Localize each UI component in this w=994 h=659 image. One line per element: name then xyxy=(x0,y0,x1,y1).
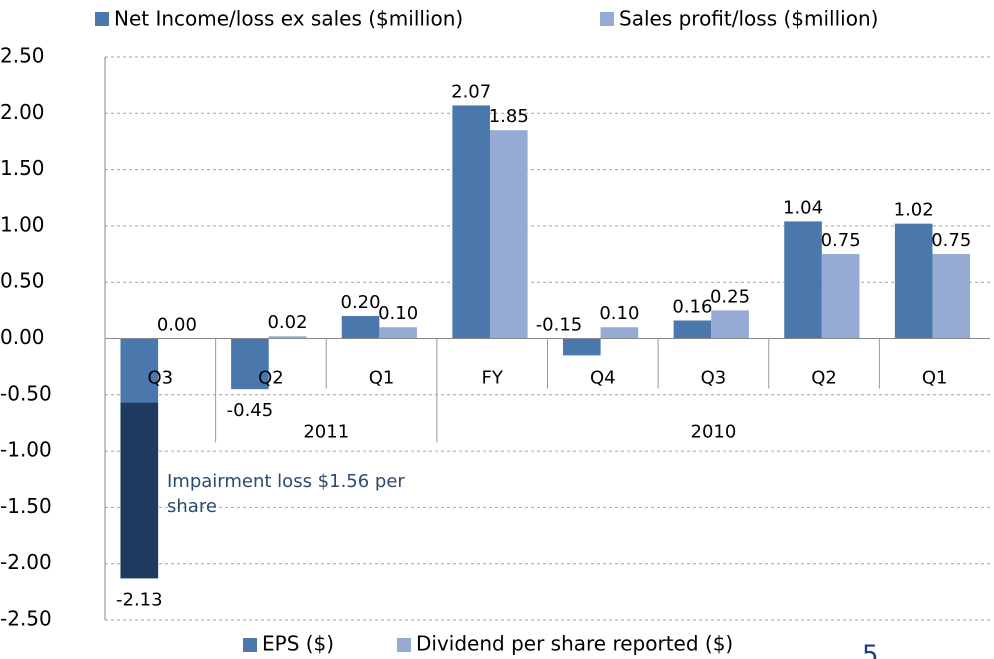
bar xyxy=(894,223,933,339)
legend-label: Sales profit/loss ($million) xyxy=(619,7,878,31)
bar xyxy=(268,336,307,339)
legend-label: Dividend per share reported ($) xyxy=(416,632,733,656)
bar xyxy=(341,315,380,339)
value-label: 0.75 xyxy=(931,230,971,251)
y-tick-label: -1.00 xyxy=(0,438,52,462)
value-label: 0.10 xyxy=(378,303,418,324)
y-tick-label: -0.50 xyxy=(0,381,52,405)
x-tick-label: Q2 xyxy=(258,368,284,389)
legend-swatch xyxy=(95,12,109,26)
legend-swatch xyxy=(600,12,614,26)
legend-swatch xyxy=(397,638,411,652)
page-number: 5 xyxy=(862,641,879,659)
value-label: 0.16 xyxy=(672,296,712,317)
annotation: share xyxy=(167,496,217,517)
bar xyxy=(673,320,712,339)
value-label: 1.85 xyxy=(489,106,529,127)
x-tick-label: Q3 xyxy=(148,368,174,389)
group-label: 2010 xyxy=(691,422,737,443)
y-tick-label: 0.00 xyxy=(0,325,45,349)
value-label: -0.15 xyxy=(536,315,583,336)
legend-swatch xyxy=(243,638,257,652)
y-tick-label: 1.00 xyxy=(0,212,45,236)
x-tick-label: Q4 xyxy=(590,368,616,389)
x-tick-label: Q1 xyxy=(922,368,948,389)
x-tick-label: Q3 xyxy=(701,368,727,389)
value-label: -2.13 xyxy=(116,589,163,610)
bar xyxy=(452,105,490,339)
impairment-bar xyxy=(120,402,159,579)
bar xyxy=(711,310,749,339)
group-label: 2011 xyxy=(303,422,349,443)
value-label: 0.00 xyxy=(157,315,197,336)
legend-label: Net Income/loss ex sales ($million) xyxy=(114,7,463,31)
bar xyxy=(932,254,971,339)
bar xyxy=(821,254,860,339)
bar xyxy=(379,327,417,339)
bar xyxy=(489,130,528,339)
bar xyxy=(231,338,269,390)
y-tick-label: 2.00 xyxy=(0,100,45,124)
value-label: 1.04 xyxy=(783,197,823,218)
value-label: 0.10 xyxy=(599,303,639,324)
value-label: 0.02 xyxy=(267,312,307,333)
x-tick-label: Q2 xyxy=(811,368,837,389)
y-tick-label: 2.50 xyxy=(0,44,45,68)
y-tick-label: -1.50 xyxy=(0,494,52,518)
y-tick-label: 1.50 xyxy=(0,156,45,180)
value-label: 2.07 xyxy=(451,81,491,102)
value-label: 0.20 xyxy=(341,292,381,313)
y-tick-label: 0.50 xyxy=(0,269,45,293)
legend-label: EPS ($) xyxy=(262,632,334,656)
x-tick-label: FY xyxy=(482,368,504,389)
x-tick-label: Q1 xyxy=(369,368,395,389)
value-label: 1.02 xyxy=(894,200,934,221)
y-tick-label: -2.50 xyxy=(0,607,52,631)
value-label: 0.25 xyxy=(710,286,750,307)
annotation: Impairment loss $1.56 per xyxy=(167,471,405,492)
bar xyxy=(562,338,601,356)
value-label: -0.45 xyxy=(227,400,274,421)
y-tick-label: -2.00 xyxy=(0,550,52,574)
bar xyxy=(784,221,822,339)
bar xyxy=(600,327,639,339)
value-label: 0.75 xyxy=(821,230,861,251)
